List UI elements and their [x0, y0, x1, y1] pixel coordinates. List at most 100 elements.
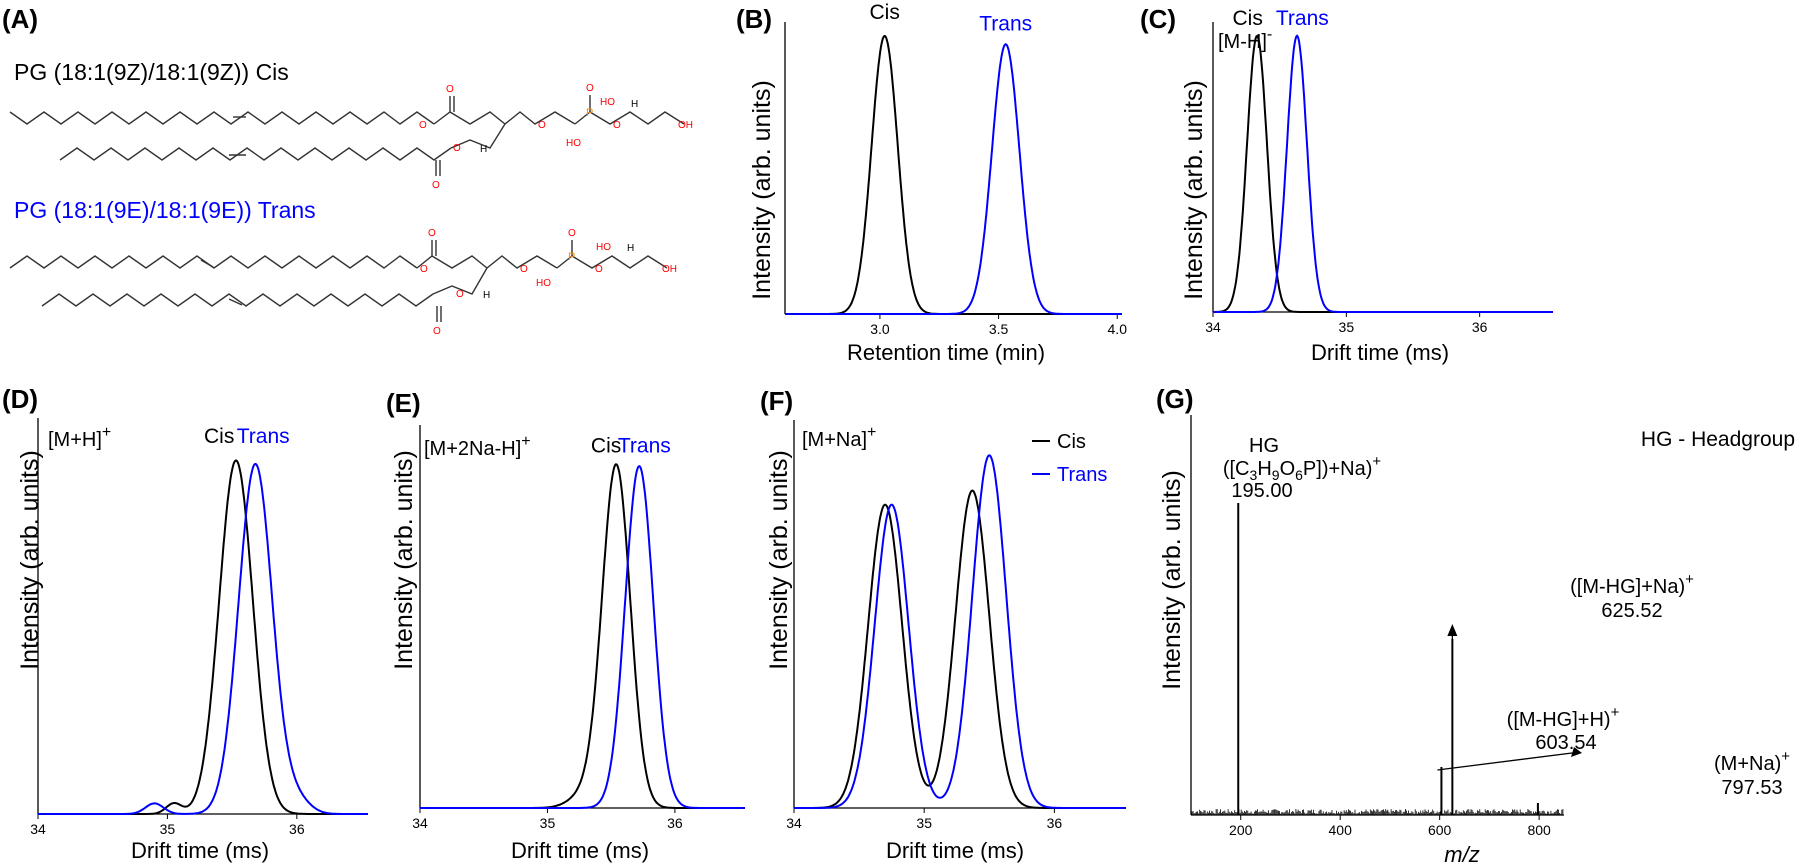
panel-c-xlabel: Drift time (ms)	[1311, 340, 1449, 365]
trans-p: P	[568, 251, 575, 263]
panel-f-xlabel: Drift time (ms)	[886, 838, 1024, 863]
trans-oh: OH	[662, 264, 677, 275]
panel-e-label-trans: Trans	[618, 434, 671, 457]
hg-charge: +	[1372, 453, 1381, 470]
cis-chain-2	[59, 147, 452, 161]
panel-b-ylabel: Intensity (arb. units)	[748, 80, 776, 300]
trans-chain-2	[41, 293, 434, 307]
trans-ester-2	[432, 267, 488, 295]
trans-glycerol	[571, 255, 668, 269]
panel-c-letter: (C)	[1140, 4, 1176, 34]
panel-f-series-trans	[794, 454, 1126, 809]
panel-d-series-trans	[38, 463, 368, 815]
panel-c-ion-charge: -	[1267, 26, 1272, 43]
panel-c-series-cis	[1213, 34, 1553, 313]
x-tick-label: 35	[160, 821, 176, 837]
panel-g-letter: (G)	[1156, 384, 1194, 414]
panel-d-plot: 34 35 36 Cis Trans	[30, 418, 368, 837]
panel-f-ion-text: [M+Na]	[802, 429, 867, 451]
x-tick-label: 36	[1047, 815, 1063, 831]
panel-f-letter: (F)	[760, 386, 793, 416]
panel-d-xlabel: Drift time (ms)	[131, 838, 269, 863]
panel-d: (D) Intensity (arb. units) Drift time (m…	[2, 384, 368, 863]
trans-p-o	[556, 255, 573, 269]
x-tick-label: 4.0	[1108, 321, 1128, 337]
panel-b-xlabel: Retention time (min)	[847, 340, 1045, 365]
trans-o-3: O	[433, 326, 441, 337]
panel-a-letter: (A)	[2, 4, 38, 34]
cis-h-1: H	[480, 144, 487, 155]
hg-formula-close: P])+Na)	[1303, 458, 1372, 480]
panel-e-series-trans	[420, 464, 745, 809]
panel-f-ion-charge: +	[867, 424, 876, 441]
legend-cis-label: Cis	[1057, 431, 1086, 453]
panel-e-label-cis: Cis	[591, 434, 621, 457]
peak-value-195.00: 195.00	[1231, 480, 1292, 502]
x-tick-label: 36	[289, 821, 305, 837]
panel-c-series-trans	[1213, 34, 1553, 313]
hg-formula: ([C3H9O6P])+Na)+	[1223, 453, 1382, 483]
x-tick-label: 36	[1472, 319, 1488, 335]
m-hg-na-text: ([M-HG]+Na)	[1570, 576, 1685, 598]
m-hg-h-label: ([M-HG]+H)+	[1507, 704, 1620, 731]
panel-g-ylabel: Intensity (arb. units)	[1158, 470, 1186, 690]
m-hg-h-charge: +	[1611, 704, 1620, 721]
panel-d-series-cis	[38, 459, 368, 815]
cis-o-1: O	[446, 84, 454, 95]
hg-formula-open: ([C	[1223, 458, 1250, 480]
panel-c-plot: 34 35 36 Cis Trans	[1205, 7, 1553, 335]
trans-h-1: H	[483, 290, 490, 301]
cis-p: P	[586, 107, 593, 119]
panel-f-ylabel: Intensity (arb. units)	[765, 450, 793, 670]
trans-double-bond-1	[200, 259, 214, 268]
trans-structure	[9, 240, 668, 322]
cis-o-7: O	[613, 120, 621, 131]
panel-d-letter: (D)	[2, 384, 38, 414]
cis-ho-1: HO	[566, 138, 581, 149]
panel-d-ion-charge: +	[102, 424, 111, 441]
panel-f-ion: [M+Na]+	[802, 424, 876, 451]
panel-d-ion: [M+H]+	[48, 424, 111, 451]
panel-c-ion: [M-H]-	[1218, 26, 1272, 53]
arrow-603-head	[1571, 747, 1582, 757]
panel-b-series-cis	[785, 34, 1122, 315]
x-tick-label: 200	[1229, 822, 1253, 838]
panel-c-ylabel: Intensity (arb. units)	[1180, 80, 1208, 300]
panel-e-ion: [M+2Na-H]+	[424, 433, 531, 460]
cis-structure	[9, 95, 685, 176]
m-na-label: (M+Na)+	[1714, 748, 1790, 775]
panel-g-note: HG - Headgroup	[1641, 428, 1795, 451]
cis-oh: OH	[678, 120, 693, 131]
panel-a: (A) PG (18:1(9Z)/18:1(9Z)) Cis PG (18:1(…	[2, 4, 693, 337]
panel-e-ion-charge: +	[521, 433, 530, 450]
panel-d-label-trans: Trans	[237, 425, 290, 448]
panel-b-label-cis: Cis	[870, 1, 900, 24]
panel-e-series-cis	[420, 463, 745, 809]
panel-b-plot: 3.0 3.5 4.0 Cis Trans	[784, 1, 1128, 337]
hg-sub-3: 3	[1250, 467, 1258, 483]
hg-title: HG	[1249, 435, 1279, 457]
panel-c: (C) Intensity (arb. units) Drift time (m…	[1140, 4, 1553, 365]
trans-structure-name: PG (18:1(9E)/18:1(9E)) Trans	[14, 197, 316, 223]
x-tick-label: 35	[540, 815, 556, 831]
legend-trans-label: Trans	[1057, 464, 1107, 486]
cis-o-3: O	[432, 180, 440, 191]
panel-f: (F) Intensity (arb. units) Drift time (m…	[760, 386, 1126, 863]
peak-value-625.52: 625.52	[1601, 600, 1662, 622]
panel-e-ion-text: [M+2Na-H]	[424, 438, 521, 460]
cis-o-2: O	[419, 120, 427, 131]
cis-chain-1	[9, 111, 435, 125]
x-tick-label: 35	[916, 815, 932, 831]
cis-ester-2	[450, 123, 506, 149]
panel-g-xlabel: m/z	[1444, 842, 1479, 867]
cis-o-4: O	[453, 143, 461, 154]
panel-f-series-cis	[794, 489, 1126, 809]
cis-h-2: H	[631, 99, 638, 110]
panel-e: (E) Intensity (arb. units) Drift time (m…	[386, 388, 745, 863]
panel-c-label-trans: Trans	[1276, 7, 1329, 30]
x-tick-label: 600	[1428, 822, 1452, 838]
m-na-charge: +	[1781, 748, 1790, 765]
cis-glycerol	[589, 111, 685, 125]
